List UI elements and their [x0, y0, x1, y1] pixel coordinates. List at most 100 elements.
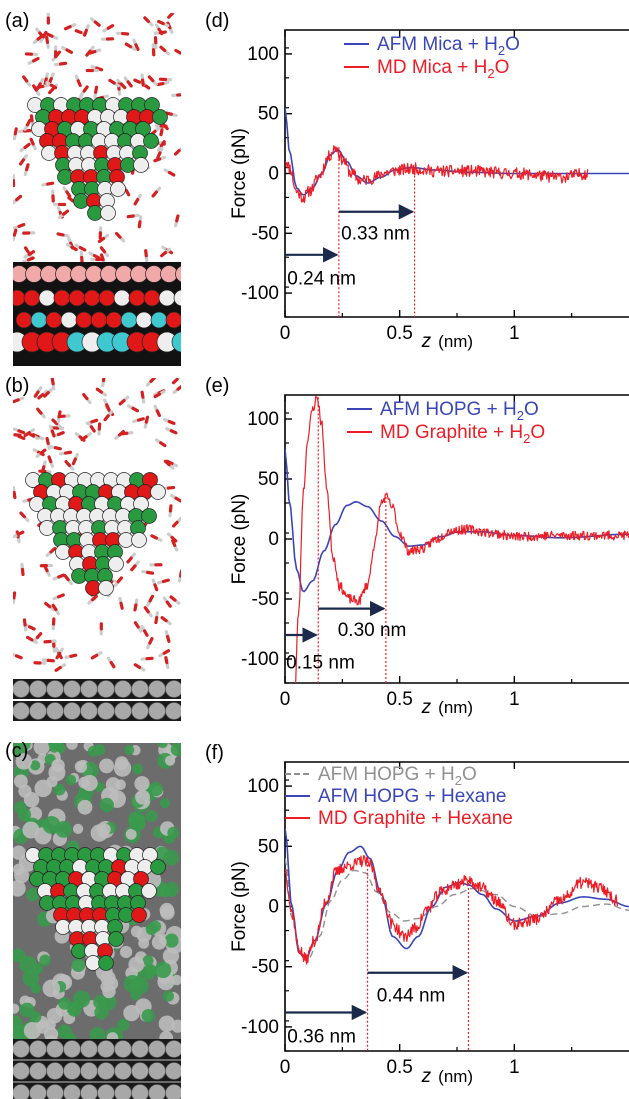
- panel-letter: (e): [205, 375, 229, 397]
- water-bond: [159, 128, 164, 137]
- water-bond: [61, 209, 70, 216]
- water-bond: [13, 127, 18, 136]
- hexane-atom: [13, 948, 25, 963]
- water-bond: [168, 504, 173, 513]
- water-bond: [44, 601, 52, 609]
- water-bond: [27, 625, 36, 631]
- image-c: [13, 743, 181, 1099]
- atom: [45, 311, 63, 329]
- x-axis-variable: z: [421, 331, 432, 352]
- atom: [145, 265, 163, 283]
- carbon-atom: [80, 680, 98, 698]
- water-bond: [156, 81, 165, 87]
- water-bond: [90, 418, 99, 424]
- hexane-atom: [46, 776, 58, 788]
- x-axis-unit: (nm): [438, 332, 473, 351]
- water-bond: [58, 61, 68, 66]
- water-bond: [76, 79, 82, 88]
- water-bond: [143, 606, 150, 614]
- water-bond: [126, 214, 135, 219]
- water-bond: [141, 78, 145, 87]
- hexane-atom: [19, 955, 37, 974]
- carbon-atom: [148, 1084, 166, 1099]
- legend-label: MD Mica + H2O: [377, 57, 509, 81]
- hexane-atom: [138, 937, 150, 949]
- legend-label: MD Graphite + Hexane: [318, 808, 513, 829]
- hexane-atom: [158, 1015, 176, 1032]
- image-panel-letter: (b): [5, 375, 29, 397]
- atom: [133, 157, 149, 173]
- water-bond: [169, 595, 177, 602]
- water-bond: [133, 78, 142, 84]
- atom: [135, 311, 153, 329]
- hexane-atom: [135, 789, 151, 805]
- water-bond: [23, 246, 30, 254]
- x-axis-variable: z: [421, 1066, 432, 1087]
- atom: [70, 265, 88, 283]
- water-bond: [90, 653, 99, 660]
- hexane-atom: [154, 961, 172, 979]
- water-bond: [93, 20, 101, 27]
- hexane-atom: [167, 826, 180, 839]
- atom: [110, 181, 126, 197]
- carbon-atom: [80, 1062, 98, 1080]
- series-line: [285, 854, 619, 965]
- x-axis-variable: z: [421, 697, 432, 718]
- water-bond: [167, 170, 176, 177]
- atom: [108, 931, 124, 947]
- water-bond: [148, 636, 154, 645]
- hexane-atom: [132, 763, 144, 775]
- y-tick-label: -50: [252, 223, 279, 244]
- water-bond: [143, 83, 151, 90]
- water-bond: [95, 66, 104, 72]
- atom: [165, 311, 181, 329]
- x-tick-label: 1: [509, 689, 520, 710]
- water-bond: [149, 378, 157, 383]
- carbon-atom: [13, 1084, 30, 1099]
- series-line: [285, 145, 589, 203]
- atom: [98, 580, 114, 596]
- water-bond: [82, 28, 88, 37]
- water-bond: [105, 403, 111, 411]
- atom: [141, 883, 157, 899]
- image-a: [13, 13, 181, 366]
- hexane-atom: [170, 743, 181, 757]
- hexane-atom: [124, 744, 135, 755]
- atom: [173, 289, 181, 307]
- hexane-atom: [65, 774, 77, 786]
- hexane-atom: [13, 880, 26, 897]
- hexane-atom: [123, 1004, 140, 1022]
- water-bond: [82, 85, 89, 93]
- spacing-label: 0.36 nm: [287, 1027, 356, 1048]
- water-bond: [174, 48, 181, 55]
- water-bond: [56, 431, 65, 437]
- water-bond: [164, 111, 173, 116]
- y-tick-label: -100: [241, 1017, 279, 1038]
- water-bond: [120, 431, 129, 436]
- atom: [171, 331, 181, 353]
- water-bond: [74, 29, 83, 35]
- atom: [53, 289, 71, 307]
- series-line: [295, 396, 629, 683]
- hexane-atom: [145, 809, 158, 823]
- water-bond: [151, 190, 158, 198]
- spacing-label: 0.44 nm: [377, 986, 446, 1007]
- hexane-atom: [157, 743, 168, 749]
- carbon-atom: [63, 1062, 81, 1080]
- series-group: [285, 828, 629, 965]
- atom: [150, 484, 166, 500]
- water-bond: [65, 190, 72, 198]
- water-bond: [116, 576, 123, 584]
- water-bond: [36, 407, 43, 415]
- hexane-atom: [13, 1015, 23, 1032]
- water-bond: [56, 232, 65, 237]
- water-bond: [99, 246, 107, 254]
- x-axis-label: z (nm): [421, 697, 473, 718]
- water-bond: [82, 392, 89, 401]
- water-bond: [17, 429, 26, 435]
- carbon-atom: [13, 1062, 30, 1080]
- y-tick-label: 100: [247, 776, 279, 797]
- water-bond: [169, 429, 178, 435]
- water-bond: [51, 418, 59, 426]
- hexane-atom: [99, 823, 111, 836]
